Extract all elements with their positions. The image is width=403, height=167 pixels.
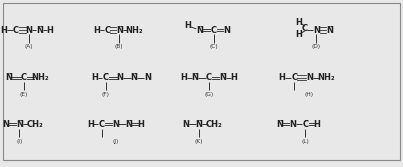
- Text: N: N: [2, 120, 9, 129]
- Text: (K): (K): [195, 139, 204, 144]
- Text: N̈: N̈: [219, 73, 226, 82]
- Text: N: N: [223, 26, 230, 35]
- Text: (J): (J): [112, 139, 118, 144]
- Text: H: H: [295, 18, 302, 27]
- Text: H: H: [93, 26, 100, 35]
- Text: (F): (F): [102, 92, 110, 97]
- Text: N̈: N̈: [196, 26, 203, 35]
- Text: NH₂: NH₂: [31, 73, 49, 82]
- Text: (B): (B): [115, 44, 124, 49]
- Text: H: H: [0, 26, 8, 35]
- Text: H: H: [137, 120, 145, 129]
- Text: (A): (A): [25, 44, 33, 49]
- Text: C: C: [104, 26, 110, 35]
- Text: N: N: [313, 26, 320, 35]
- Text: H: H: [184, 21, 191, 30]
- Text: H: H: [180, 73, 187, 82]
- Text: N: N: [289, 120, 296, 129]
- Text: C̈: C̈: [302, 120, 309, 129]
- Text: (G): (G): [204, 92, 213, 97]
- Text: CH₂: CH₂: [26, 120, 43, 129]
- Text: N: N: [116, 73, 124, 82]
- Text: C: C: [210, 26, 217, 35]
- Text: N̈: N̈: [191, 73, 199, 82]
- Text: N̈: N̈: [130, 73, 137, 82]
- Text: H: H: [278, 73, 286, 82]
- Text: (D): (D): [312, 44, 321, 49]
- Text: C̈: C̈: [98, 120, 105, 129]
- Text: C: C: [301, 24, 307, 33]
- Text: (E): (E): [20, 92, 28, 97]
- Text: (H): (H): [305, 92, 314, 97]
- Text: NH₂: NH₂: [125, 26, 143, 35]
- Text: (I): (I): [16, 139, 23, 144]
- Text: H: H: [230, 73, 237, 82]
- Text: N̈: N̈: [276, 120, 283, 129]
- Text: C̈: C̈: [102, 73, 109, 82]
- Text: C: C: [13, 26, 19, 35]
- Text: N: N: [144, 73, 151, 82]
- Text: N: N: [183, 120, 190, 129]
- Text: N̈: N̈: [5, 73, 12, 82]
- Text: (C): (C): [209, 44, 218, 49]
- Text: C: C: [21, 73, 27, 82]
- Text: H: H: [46, 26, 54, 35]
- Text: N̈: N̈: [326, 26, 333, 35]
- Text: NH₂: NH₂: [317, 73, 334, 82]
- Text: N: N: [25, 26, 33, 35]
- Text: H: H: [295, 30, 302, 39]
- Text: C: C: [206, 73, 212, 82]
- Text: N: N: [112, 120, 119, 129]
- Text: N̈: N̈: [125, 120, 133, 129]
- Text: H: H: [91, 73, 98, 82]
- Text: N̈: N̈: [16, 120, 23, 129]
- Text: N̈: N̈: [116, 26, 123, 35]
- Text: N̈: N̈: [195, 120, 203, 129]
- Text: N̈: N̈: [36, 26, 43, 35]
- Text: CH₂: CH₂: [206, 120, 223, 129]
- Text: H: H: [313, 120, 320, 129]
- Text: H: H: [87, 120, 94, 129]
- Text: C: C: [291, 73, 297, 82]
- Text: (L): (L): [301, 139, 310, 144]
- Text: N: N: [306, 73, 313, 82]
